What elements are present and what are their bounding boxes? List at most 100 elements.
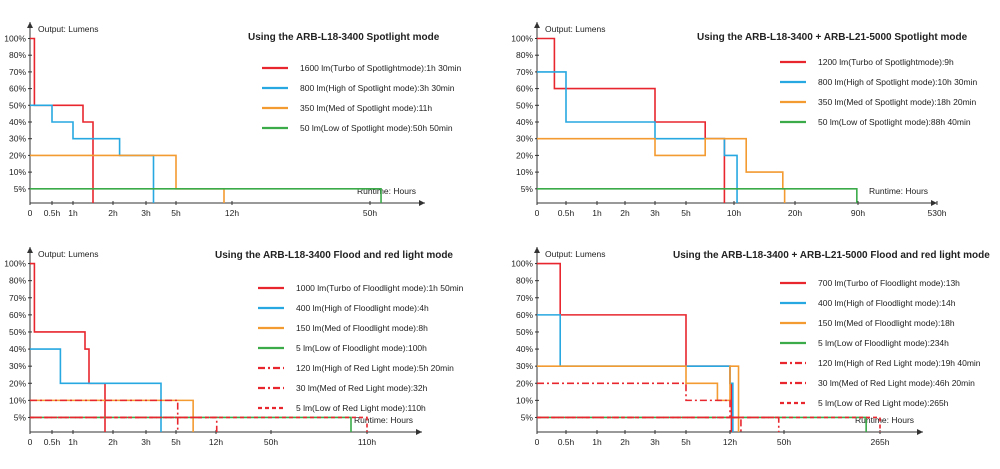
series-line-3 (30, 154, 225, 203)
legend-entry: 800 lm(High of Spotlight mode):3h 30min (300, 83, 455, 93)
series-line-4 (537, 416, 867, 432)
x-tick-label: 5h (171, 437, 181, 447)
x-tick-label: 12h (225, 208, 239, 218)
x-tick-label: 3h (650, 208, 660, 218)
y-tick-label: 30% (9, 134, 26, 144)
y-tick-label: 40% (516, 117, 533, 127)
x-axis-arrow-icon (419, 200, 425, 206)
series-line-1 (537, 262, 733, 432)
y-tick-label: 50% (516, 327, 533, 337)
x-tick-label: 3h (650, 437, 660, 447)
x-tick-label: 12h (209, 437, 223, 447)
y-tick-label: 40% (9, 344, 26, 354)
x-tick-label: 1h (592, 208, 602, 218)
legend-entry: 30 lm(Med of Red Light mode):32h (296, 383, 428, 393)
legend-entry: 1600 lm(Turbo of Spotlightmode):1h 30min (300, 63, 462, 73)
x-tick-label: 90h (851, 208, 865, 218)
x-tick-label: 530h (928, 208, 947, 218)
series-line-1 (30, 262, 106, 432)
legend-entry: 120 lm(High of Red Light mode):5h 20min (296, 363, 454, 373)
y-tick-label: 70% (516, 293, 533, 303)
x-tick-label: 20h (788, 208, 802, 218)
y-tick-label: 30% (516, 361, 533, 371)
legend-entry: 30 lm(Med of Red Light mode):46h 20min (818, 378, 975, 388)
y-axis-arrow-icon (27, 247, 33, 253)
y-tick-label: 50% (9, 100, 26, 110)
y-tick-label: 5% (521, 184, 534, 194)
x-tick-label: 0.5h (558, 208, 575, 218)
y-tick-label: 30% (9, 361, 26, 371)
x-tick-label: 1h (68, 208, 78, 218)
series-line-1 (30, 37, 94, 203)
x-tick-label: 265h (871, 437, 890, 447)
x-axis-label: Runtime: Hours (869, 186, 928, 196)
y-tick-label: 80% (516, 50, 533, 60)
y-tick-label: 50% (516, 100, 533, 110)
x-axis-arrow-icon (416, 429, 422, 435)
y-tick-label: 10% (516, 167, 533, 177)
y-tick-label: 10% (9, 167, 26, 177)
y-tick-label: 20% (516, 150, 533, 160)
series-line-2 (537, 314, 734, 432)
x-tick-label: 110h (358, 437, 377, 447)
x-tick-label: 1h (592, 437, 602, 447)
series-line-1 (537, 37, 726, 203)
y-axis-arrow-icon (534, 247, 540, 253)
legend-entry: 120 lm(High of Red Light mode):19h 40min (818, 358, 981, 368)
x-axis-arrow-icon (931, 200, 937, 206)
series-line-5 (30, 399, 179, 432)
x-tick-label: 0 (535, 208, 540, 218)
y-tick-label: 100% (4, 259, 26, 269)
y-tick-label: 80% (9, 50, 26, 60)
series-line-6 (30, 416, 218, 432)
legend-entry: 350 lm(Med of Spotlight mode):11h (300, 103, 432, 113)
x-axis-arrow-icon (917, 429, 923, 435)
series-line-4 (30, 416, 352, 432)
y-tick-label: 20% (516, 378, 533, 388)
legend-entry: 400 lm(High of Floodlight mode):4h (296, 303, 429, 313)
y-tick-label: 20% (9, 150, 26, 160)
y-tick-label: 100% (511, 259, 533, 269)
series-line-2 (30, 348, 162, 432)
y-axis-label: Output: Lumens (545, 24, 605, 34)
y-axis-arrow-icon (27, 22, 33, 28)
y-tick-label: 40% (9, 117, 26, 127)
y-tick-label: 70% (516, 67, 533, 77)
series-line-3 (537, 365, 740, 432)
legend-entry: 5 lm(Low of Floodlight mode):234h (818, 338, 949, 348)
series-line-6 (537, 416, 780, 432)
x-axis-label: Runtime: Hours (357, 186, 416, 196)
x-tick-label: 2h (620, 208, 630, 218)
x-tick-label: 50h (363, 208, 377, 218)
series-line-3 (537, 137, 786, 203)
x-tick-label: 1h (68, 437, 78, 447)
y-tick-label: 10% (516, 395, 533, 405)
y-tick-label: 60% (516, 310, 533, 320)
x-tick-label: 10h (727, 208, 741, 218)
x-axis-label: Runtime: Hours (855, 415, 914, 425)
legend-entry: 150 lm(Med of Floodlight mode):18h (818, 318, 955, 328)
legend-entry: 700 lm(Turbo of Floodlight mode):13h (818, 278, 960, 288)
x-tick-label: 0 (28, 437, 33, 447)
y-axis-label: Output: Lumens (38, 24, 98, 34)
x-tick-label: 3h (141, 208, 151, 218)
legend-entry: 5 lm(Low of Red Light mode):265h (818, 398, 949, 408)
chart-title: Using the ARB-L18-3400 + ARB-L21-5000 Sp… (697, 32, 968, 43)
y-axis-label: Output: Lumens (545, 249, 605, 259)
y-axis-label: Output: Lumens (38, 249, 98, 259)
series-line-2 (537, 71, 738, 203)
legend-entry: 350 lm(Med of Spotlight mode):18h 20min (818, 97, 977, 107)
series-line-5 (537, 382, 742, 432)
x-tick-label: 3h (141, 437, 151, 447)
chart-title: Using the ARB-L18-3400 Spotlight mode (248, 32, 440, 43)
x-axis-label: Runtime: Hours (354, 415, 413, 425)
x-tick-label: 0.5h (44, 208, 61, 218)
legend-entry: 5 lm(Low of Floodlight mode):100h (296, 343, 427, 353)
legend-entry: 150 lm(Med of Floodlight mode):8h (296, 323, 428, 333)
y-tick-label: 10% (9, 395, 26, 405)
y-axis-arrow-icon (534, 22, 540, 28)
chart-panel-2: Output: Lumens Runtime: Hours Using the AR… (511, 22, 977, 218)
x-tick-label: 0.5h (558, 437, 575, 447)
x-tick-label: 0 (535, 437, 540, 447)
